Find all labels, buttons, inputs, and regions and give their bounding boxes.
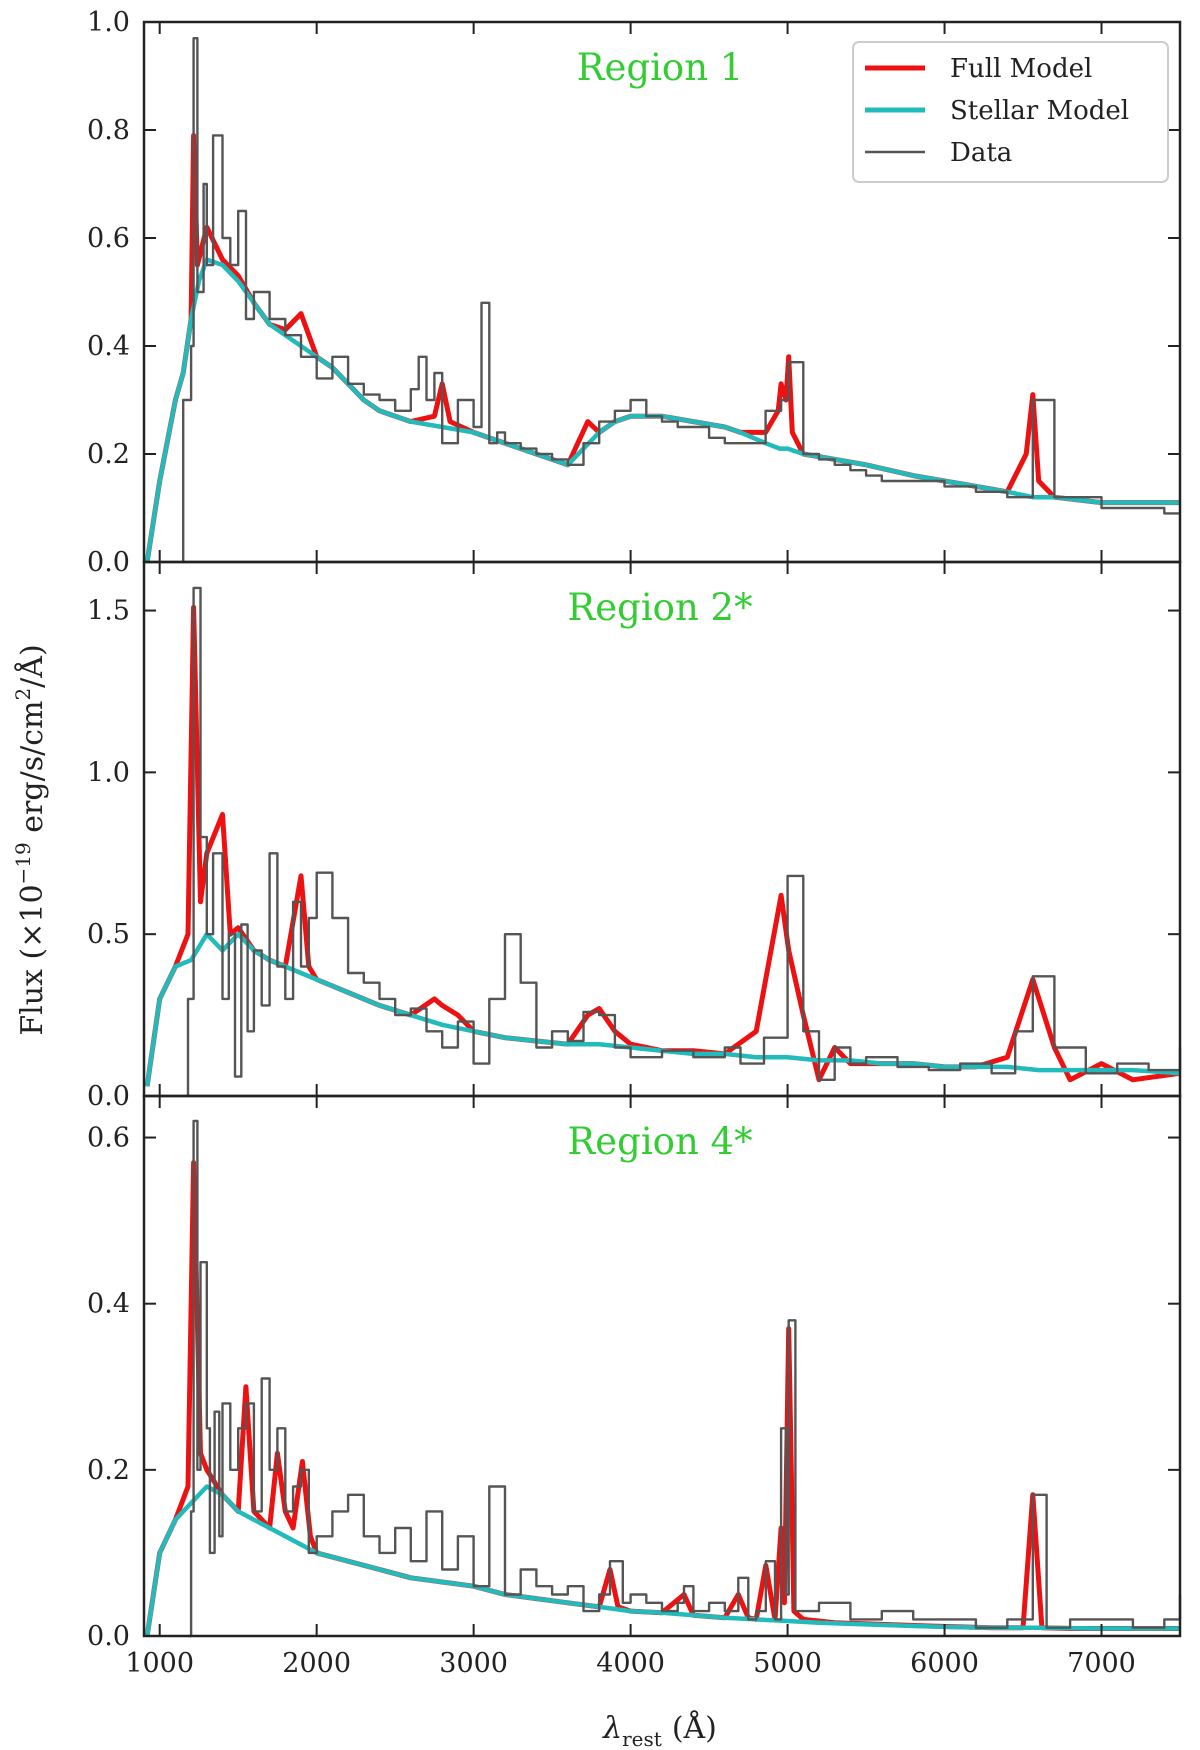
- y-tick-label: 0.4: [87, 1289, 130, 1320]
- x-axis-title-unit: (Å): [672, 1710, 717, 1746]
- legend-label-full-model: Full Model: [950, 54, 1092, 84]
- x-tick-label: 2000: [282, 1648, 351, 1679]
- y-tick-label: 0.4: [87, 331, 130, 362]
- series-stellar-model-line: [144, 1484, 1180, 1637]
- region-label: Region 4*: [567, 1120, 752, 1163]
- x-tick-label: 5000: [753, 1648, 822, 1679]
- y-tick-label: 0.0: [87, 1081, 130, 1112]
- series-data-line: [182, 37, 1180, 562]
- y-tick-label: 1.5: [87, 596, 130, 627]
- y-tick-label: 0.0: [87, 547, 130, 578]
- y-tick-label: 1.0: [87, 757, 130, 788]
- region-label: Region 1: [577, 46, 744, 89]
- panel-frame: [142, 560, 1182, 1098]
- x-tick-label: 3000: [439, 1648, 508, 1679]
- panel-1: 0.0 0.2 0.4 0.6 0.8 1.0 Region 1: [87, 7, 1182, 578]
- panel-2: 0.0 0.5 1.0 1.5 Region 2*: [87, 560, 1182, 1112]
- y-axis-title: Flux (×10−19 erg/s/cm2/Å): [11, 644, 50, 1035]
- y-tick-label: 0.8: [87, 115, 130, 146]
- y-tick-label: 0.2: [87, 439, 130, 470]
- legend-frame: [852, 41, 1169, 183]
- x-axis-title: λrest (Å): [602, 1710, 717, 1750]
- legend: Full Model Stellar Model Data: [852, 41, 1169, 183]
- series-stellar-model-line: [144, 257, 1180, 563]
- y-tick-label: 0.2: [87, 1455, 130, 1486]
- x-tick-label: 7000: [1067, 1648, 1136, 1679]
- y-tick-label: 0.0: [87, 1621, 130, 1652]
- y-axis-title-square: 2: [11, 688, 35, 701]
- x-axis-title-symbol: λ: [602, 1711, 622, 1746]
- y-axis-title-prefix: Flux (×10: [15, 884, 50, 1035]
- series-data-line: [188, 1119, 1182, 1638]
- panel-3: 0.0 0.2 0.4 0.6 1000 2000 3000 4000 5000 6000 7000…: [87, 1094, 1182, 1679]
- y-tick-label: 0.6: [87, 1123, 130, 1154]
- x-axis-title-subscript: rest: [622, 1727, 662, 1750]
- panel-frame: [142, 1094, 1182, 1638]
- region-label: Region 2*: [567, 586, 752, 629]
- x-tick-label: 4000: [596, 1648, 665, 1679]
- panels-group: 0.0 0.2 0.4 0.6 0.8 1.0 Region 1 0.0 0.5 1.0 1.5 Re…: [87, 7, 1182, 1679]
- y-axis-title-suffix: /Å): [14, 644, 50, 687]
- y-tick-label: 0.6: [87, 223, 130, 254]
- y-axis-title-mid: erg/s/cm: [15, 701, 50, 843]
- y-axis-title-exponent: −19: [11, 842, 35, 884]
- x-tick-label: 1000: [125, 1648, 194, 1679]
- series-full-model-line: [144, 1160, 1180, 1637]
- series-data-line: [186, 586, 1182, 1096]
- series-full-model-line: [144, 604, 1181, 1087]
- y-tick-label: 0.5: [87, 919, 130, 950]
- x-tick-label: 6000: [910, 1648, 979, 1679]
- legend-label-data: Data: [950, 138, 1012, 168]
- y-tick-label: 1.0: [87, 7, 130, 38]
- legend-label-stellar-model: Stellar Model: [950, 96, 1129, 126]
